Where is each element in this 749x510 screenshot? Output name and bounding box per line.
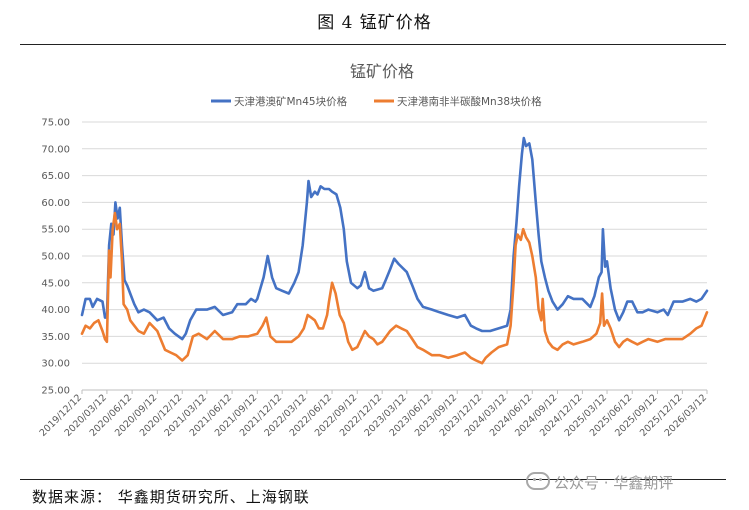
chart-area: 锰矿价格 天津港澳矿Mn45块价格 天津港南非半碳酸Mn38块价格 25.00 3… bbox=[38, 62, 710, 439]
watermark-text: 公众号 · 华鑫期评 bbox=[554, 474, 674, 492]
y-tick-label: 60.00 bbox=[41, 198, 70, 209]
y-tick-label: 65.00 bbox=[41, 171, 70, 182]
y-tick-label: 50.00 bbox=[41, 252, 70, 263]
y-tick-label: 75.00 bbox=[41, 118, 70, 129]
y-tick-label: 35.00 bbox=[41, 332, 70, 343]
y-tick-label: 45.00 bbox=[41, 278, 70, 289]
y-tick-label: 40.00 bbox=[41, 305, 70, 316]
legend-label-series-1: 天津港澳矿Mn45块价格 bbox=[234, 95, 348, 108]
series-line-2 bbox=[80, 211, 709, 365]
legend: 天津港澳矿Mn45块价格 天津港南非半碳酸Mn38块价格 bbox=[211, 95, 542, 108]
gridlines bbox=[82, 121, 707, 391]
y-tick-label: 25.00 bbox=[41, 386, 70, 397]
legend-label-series-2: 天津港南非半碳酸Mn38块价格 bbox=[397, 95, 542, 108]
top-rule bbox=[20, 44, 726, 45]
series-lines bbox=[80, 136, 709, 365]
y-axis-ticks: 25.00 30.00 35.00 40.00 45.00 50.00 55.00 60.00… bbox=[41, 118, 70, 397]
chart-title: 锰矿价格 bbox=[350, 62, 414, 81]
series-line-1 bbox=[80, 136, 709, 341]
bottom-rule bbox=[20, 479, 726, 480]
y-tick-label: 55.00 bbox=[41, 225, 70, 236]
y-tick-label: 30.00 bbox=[41, 359, 70, 370]
figure-caption: 图 4 锰矿价格 bbox=[317, 13, 432, 33]
wechat-icon bbox=[526, 472, 550, 490]
source-note: 数据来源： 华鑫期货研究所、上海钢联 bbox=[32, 488, 310, 506]
y-tick-label: 70.00 bbox=[41, 144, 70, 155]
x-axis-ticks: 2019/12/122020/03/122020/06/122020/09/12… bbox=[38, 390, 709, 439]
watermark: 公众号 · 华鑫期评 bbox=[526, 472, 673, 493]
